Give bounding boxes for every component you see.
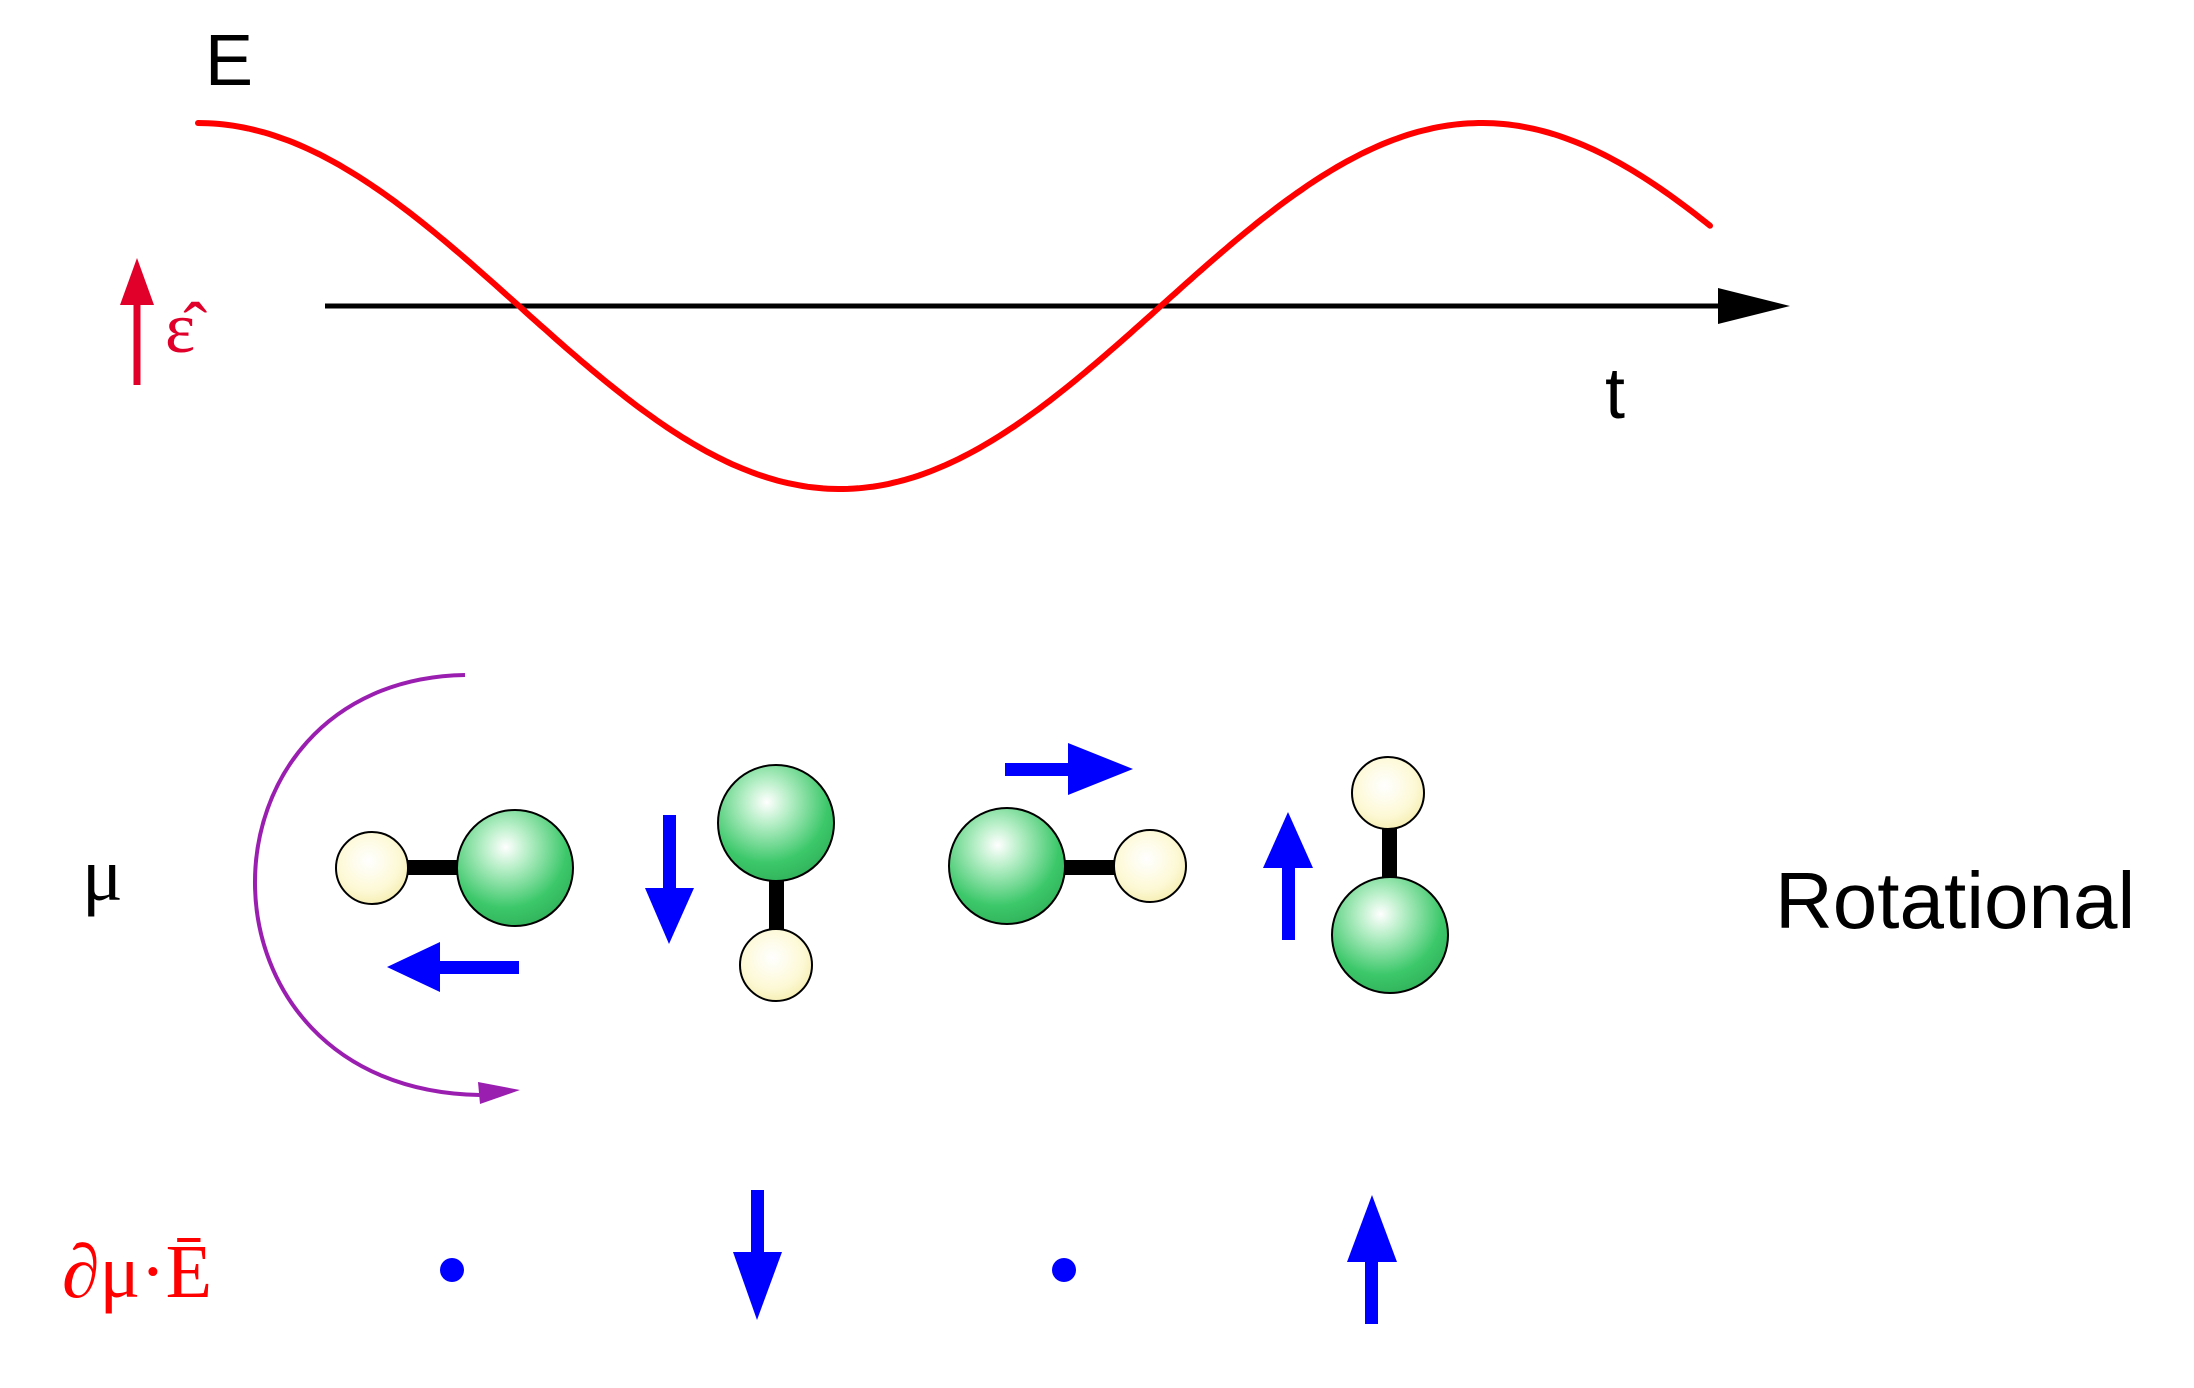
dipole-arrow-up-1 [1263,812,1313,940]
rotation-arc-arrowhead [478,1082,520,1104]
dipole-arrow-left [387,942,519,992]
small-atom [335,831,409,905]
field-axis-label: E [205,21,253,101]
bond [405,860,457,875]
bond [1060,860,1120,875]
dipole-arrow-right [1005,743,1133,795]
molecule-2 [717,764,835,1002]
small-atom [1113,829,1187,903]
molecule-3 [948,807,1187,925]
large-atom [717,764,835,882]
large-atom [1331,876,1449,994]
large-atom [948,807,1066,925]
large-atom [456,809,574,927]
time-axis-label: t [1605,354,1625,434]
interaction-label: ∂μ·Ē [62,1230,212,1314]
dipole-label: μ [82,833,123,917]
small-atom [739,928,813,1002]
interaction-marker-dot-1 [440,1258,464,1282]
time-axis-arrowhead [1718,288,1790,324]
dipole-arrow-down-1 [645,815,694,944]
mode-label: Rotational [1775,856,2135,945]
polarization-label: ε̂ [165,288,207,368]
interaction-marker-up-arrow [1347,1195,1397,1324]
molecule-1 [335,809,574,927]
rotation-arc [253,673,481,1097]
electric-field-wave [195,120,1713,492]
interaction-marker-dot-2 [1052,1258,1076,1282]
bond [1382,820,1397,890]
polarization-arrow-head [120,258,154,305]
interaction-marker-down-arrow [733,1190,782,1320]
small-atom [1351,756,1425,830]
molecule-4 [1331,756,1449,994]
